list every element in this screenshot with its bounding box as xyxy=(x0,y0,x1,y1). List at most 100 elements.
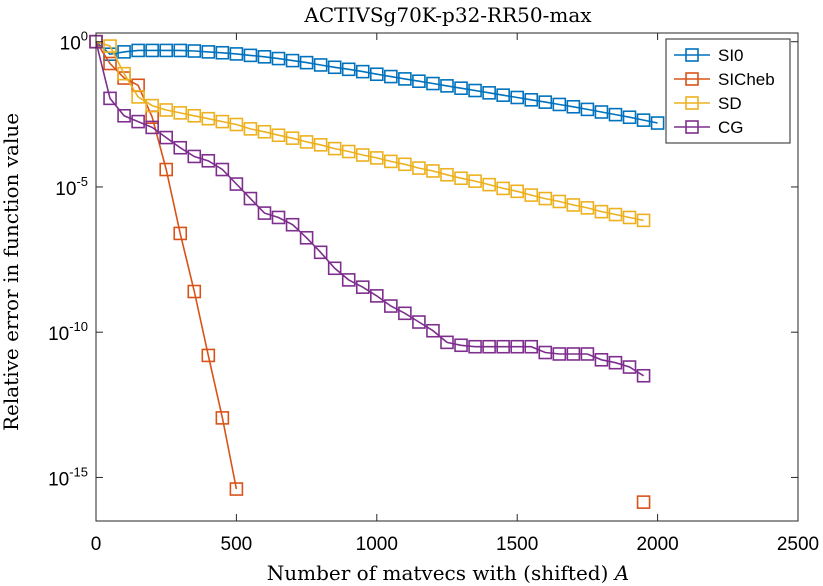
data-point-sd xyxy=(580,201,595,215)
data-point-sd xyxy=(355,148,370,162)
data-point-sd xyxy=(468,174,482,188)
data-point-sd xyxy=(103,39,117,53)
data-point-cg xyxy=(636,368,651,383)
series-line-cg xyxy=(95,41,645,377)
data-point-sd xyxy=(117,66,131,81)
data-point-sd xyxy=(369,151,384,165)
y-tick-label: 10-10 xyxy=(48,319,88,345)
x-tick-label: 1500 xyxy=(496,534,538,555)
legend-entry-cg: CG xyxy=(674,118,744,137)
data-point-sd xyxy=(341,144,356,159)
axes xyxy=(95,32,799,522)
data-point-sicheb xyxy=(201,348,216,363)
data-point-sicheb xyxy=(229,482,244,496)
data-point-si0 xyxy=(215,45,230,60)
x-tick-label: 1000 xyxy=(356,534,398,555)
data-point-sicheb xyxy=(187,284,202,299)
data-point-cg xyxy=(285,217,300,232)
data-point-si0 xyxy=(271,51,286,66)
data-point-sd xyxy=(440,167,454,182)
data-point-sd xyxy=(187,108,202,123)
x-tick-label: 500 xyxy=(221,534,253,555)
data-point-cg xyxy=(313,245,328,260)
series-layer xyxy=(89,34,665,509)
data-point-si0 xyxy=(482,86,496,100)
data-point-cg xyxy=(496,339,510,354)
data-point-cg xyxy=(552,347,567,361)
data-point-cg xyxy=(398,306,412,321)
data-point-si0 xyxy=(608,107,623,122)
legend-entry-si0: SI0 xyxy=(674,46,744,65)
data-point-cg xyxy=(580,347,595,361)
data-point-si0 xyxy=(285,53,300,68)
data-point-sicheb xyxy=(636,495,651,509)
data-point-sicheb xyxy=(173,226,188,241)
data-point-sd xyxy=(384,154,398,169)
data-point-cg xyxy=(369,289,384,303)
data-point-sd xyxy=(243,122,258,136)
data-point-cg xyxy=(482,339,496,354)
legend-marker-sd xyxy=(685,96,699,110)
data-point-si0 xyxy=(594,105,609,119)
data-point-sd xyxy=(285,131,300,145)
data-point-sd xyxy=(271,128,286,143)
data-point-cg xyxy=(454,338,468,353)
legend-label-sicheb: SICheb xyxy=(718,70,775,89)
data-point-si0 xyxy=(636,113,651,127)
legend-label-si0: SI0 xyxy=(718,46,744,65)
data-point-si0 xyxy=(440,79,454,93)
data-point-cg xyxy=(299,230,314,245)
data-point-si0 xyxy=(454,81,468,95)
legend-marker-si0 xyxy=(685,48,699,62)
data-point-cg xyxy=(243,191,258,206)
data-point-si0 xyxy=(173,43,188,58)
data-point-sd xyxy=(454,171,468,186)
data-point-si0 xyxy=(187,44,202,58)
data-point-cg xyxy=(412,315,426,329)
data-point-sd xyxy=(173,106,188,120)
data-point-si0 xyxy=(257,50,272,64)
data-point-cg xyxy=(538,345,553,360)
data-point-cg xyxy=(355,280,370,294)
data-point-cg xyxy=(117,108,131,123)
data-point-cg xyxy=(608,355,623,370)
series-line-sicheb xyxy=(95,41,238,490)
legend-label-cg: CG xyxy=(718,118,744,137)
y-tick-label: 10-5 xyxy=(55,174,88,200)
y-axis-label: Relative error in function value xyxy=(0,113,23,431)
data-point-cg xyxy=(524,339,539,354)
data-point-sd xyxy=(131,90,145,104)
data-point-si0 xyxy=(341,62,356,77)
data-point-si0 xyxy=(510,90,525,105)
data-point-cg xyxy=(145,120,159,135)
data-point-sd xyxy=(482,177,496,192)
data-point-si0 xyxy=(398,72,412,86)
data-point-sd xyxy=(398,157,412,172)
data-point-cg xyxy=(440,335,454,350)
data-point-sd xyxy=(594,204,609,219)
data-point-cg xyxy=(566,347,581,361)
data-point-sd xyxy=(201,111,216,126)
data-point-sd xyxy=(524,188,539,202)
data-point-si0 xyxy=(580,102,595,117)
data-point-cg xyxy=(229,177,244,191)
data-point-si0 xyxy=(622,110,637,125)
chart-title: ACTIVSg70K-p32-RR50-max xyxy=(303,3,592,27)
data-point-sd xyxy=(215,114,230,129)
data-point-cg xyxy=(201,154,216,168)
data-point-cg xyxy=(468,339,482,354)
series-cg xyxy=(89,34,651,383)
data-point-si0 xyxy=(412,74,426,89)
data-point-cg xyxy=(103,91,117,106)
data-point-cg xyxy=(622,360,637,374)
data-point-si0 xyxy=(145,43,159,58)
data-point-si0 xyxy=(566,99,581,114)
data-point-sd xyxy=(636,213,651,228)
data-point-sd xyxy=(496,181,510,196)
x-axis-label: Number of matvecs with (shifted) A xyxy=(267,561,629,585)
data-point-sd xyxy=(426,164,440,178)
legend: SI0 SICheb SD CG xyxy=(665,38,791,144)
y-tick-label: 100 xyxy=(60,29,88,55)
data-point-si0 xyxy=(229,47,244,61)
